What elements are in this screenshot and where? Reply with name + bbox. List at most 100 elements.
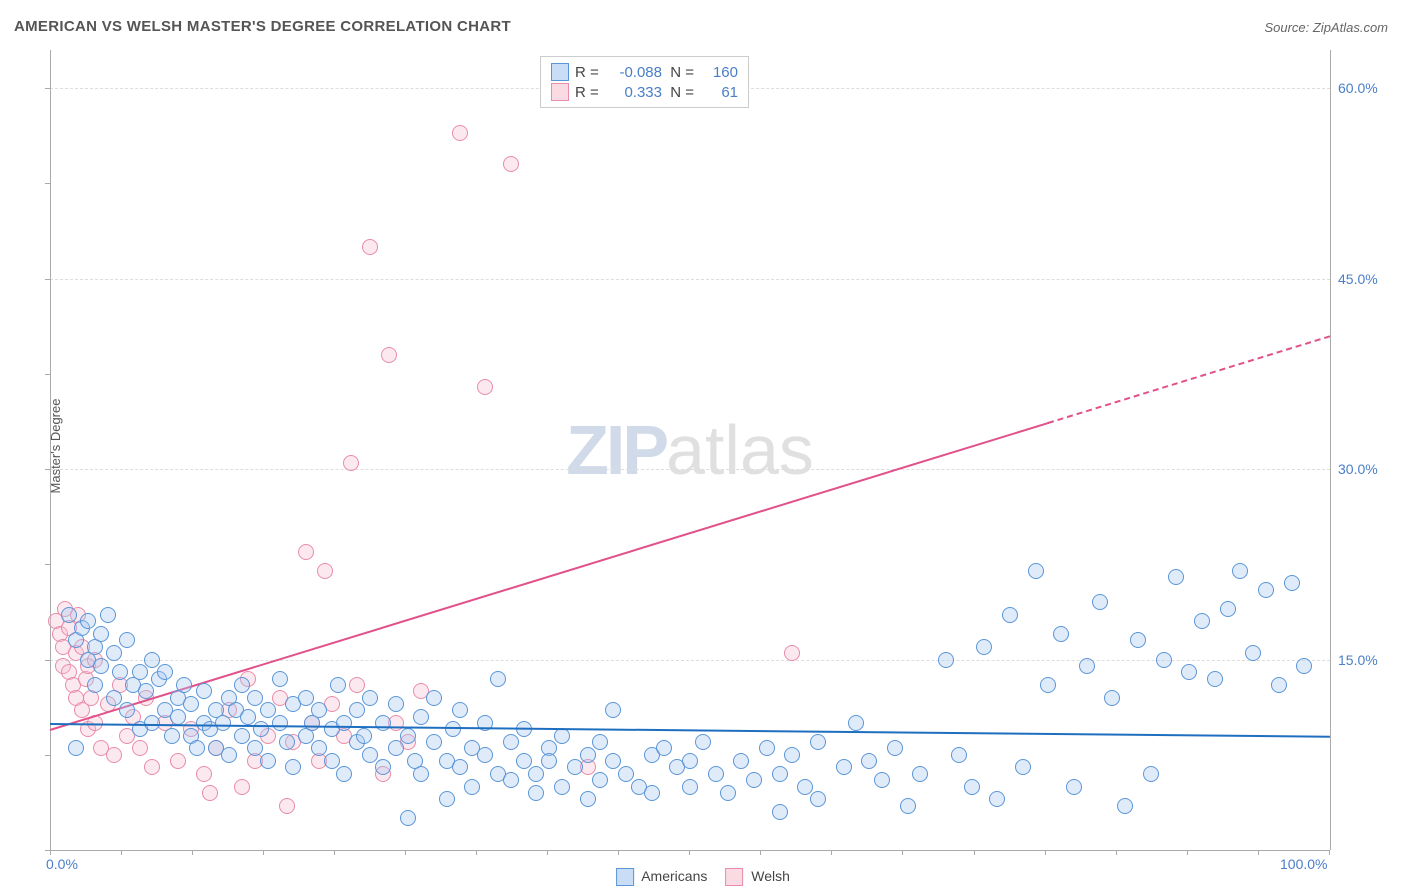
data-point-americans: [375, 715, 391, 731]
data-point-americans: [144, 652, 160, 668]
data-point-americans: [272, 671, 288, 687]
data-point-welsh: [477, 379, 493, 395]
data-point-americans: [682, 753, 698, 769]
data-point-americans: [362, 690, 378, 706]
x-minor-tick: [618, 850, 619, 855]
y-minor-tick: [45, 660, 50, 661]
data-point-americans: [112, 664, 128, 680]
data-point-welsh: [279, 798, 295, 814]
data-point-welsh: [503, 156, 519, 172]
data-point-americans: [656, 740, 672, 756]
data-point-americans: [388, 696, 404, 712]
data-point-americans: [797, 779, 813, 795]
right-axis-line: [1330, 50, 1331, 850]
data-point-americans: [260, 753, 276, 769]
data-point-americans: [100, 607, 116, 623]
data-point-americans: [234, 677, 250, 693]
data-point-americans: [1002, 607, 1018, 623]
legend-item-americans: Americans: [616, 868, 707, 886]
data-point-americans: [1117, 798, 1133, 814]
x-minor-tick: [689, 850, 690, 855]
data-point-americans: [951, 747, 967, 763]
data-point-americans: [413, 766, 429, 782]
data-point-americans: [503, 734, 519, 750]
data-point-americans: [183, 696, 199, 712]
stats-swatch-welsh: [551, 83, 569, 101]
data-point-welsh: [234, 779, 250, 795]
data-point-americans: [330, 677, 346, 693]
data-point-americans: [810, 791, 826, 807]
x-minor-tick: [760, 850, 761, 855]
data-point-americans: [311, 740, 327, 756]
y-tick-label: 45.0%: [1338, 271, 1388, 287]
x-tick-label: 100.0%: [1280, 856, 1327, 872]
data-point-americans: [247, 690, 263, 706]
data-point-americans: [1181, 664, 1197, 680]
data-point-americans: [400, 728, 416, 744]
legend-label: Welsh: [751, 868, 790, 884]
data-point-americans: [567, 759, 583, 775]
data-point-americans: [592, 772, 608, 788]
y-minor-tick: [45, 279, 50, 280]
stats-n-value: 61: [698, 84, 738, 101]
legend-label: Americans: [641, 868, 707, 884]
data-point-americans: [503, 772, 519, 788]
data-point-americans: [285, 759, 301, 775]
source-label: Source: ZipAtlas.com: [1264, 20, 1388, 35]
data-point-americans: [170, 709, 186, 725]
data-point-americans: [605, 753, 621, 769]
gridline: [50, 660, 1330, 661]
data-point-americans: [362, 747, 378, 763]
stats-n-label: N =: [666, 64, 694, 81]
data-point-americans: [912, 766, 928, 782]
data-point-americans: [618, 766, 634, 782]
data-point-americans: [215, 715, 231, 731]
data-point-americans: [279, 734, 295, 750]
data-point-americans: [1168, 569, 1184, 585]
data-point-americans: [1232, 563, 1248, 579]
data-point-americans: [272, 715, 288, 731]
x-minor-tick: [192, 850, 193, 855]
data-point-americans: [554, 779, 570, 795]
data-point-americans: [196, 683, 212, 699]
data-point-americans: [240, 709, 256, 725]
stats-r-label: R =: [575, 84, 603, 101]
x-minor-tick: [974, 850, 975, 855]
data-point-americans: [541, 753, 557, 769]
data-point-americans: [260, 702, 276, 718]
data-point-welsh: [452, 125, 468, 141]
y-minor-tick: [45, 374, 50, 375]
y-tick-label: 30.0%: [1338, 461, 1388, 477]
x-minor-tick: [831, 850, 832, 855]
legend-swatch-americans: [616, 868, 634, 886]
stats-box: R =-0.088N =160R =0.333N =61: [540, 56, 749, 108]
data-point-americans: [887, 740, 903, 756]
data-point-welsh: [202, 785, 218, 801]
data-point-welsh: [170, 753, 186, 769]
data-point-americans: [490, 671, 506, 687]
data-point-americans: [439, 791, 455, 807]
x-minor-tick: [476, 850, 477, 855]
data-point-americans: [836, 759, 852, 775]
data-point-americans: [119, 702, 135, 718]
data-point-americans: [1271, 677, 1287, 693]
data-point-americans: [119, 632, 135, 648]
data-point-americans: [1015, 759, 1031, 775]
data-point-welsh: [106, 747, 122, 763]
gridline: [50, 279, 1330, 280]
data-point-americans: [1104, 690, 1120, 706]
data-point-americans: [452, 702, 468, 718]
trend-line-dashed-welsh: [1048, 336, 1330, 425]
data-point-americans: [189, 740, 205, 756]
data-point-americans: [772, 804, 788, 820]
data-point-americans: [1130, 632, 1146, 648]
data-point-americans: [759, 740, 775, 756]
data-point-americans: [1053, 626, 1069, 642]
data-point-americans: [874, 772, 890, 788]
data-point-americans: [80, 613, 96, 629]
watermark: ZIPatlas: [566, 410, 814, 490]
data-point-americans: [1066, 779, 1082, 795]
data-point-welsh: [317, 563, 333, 579]
stats-swatch-americans: [551, 63, 569, 81]
data-point-americans: [605, 702, 621, 718]
